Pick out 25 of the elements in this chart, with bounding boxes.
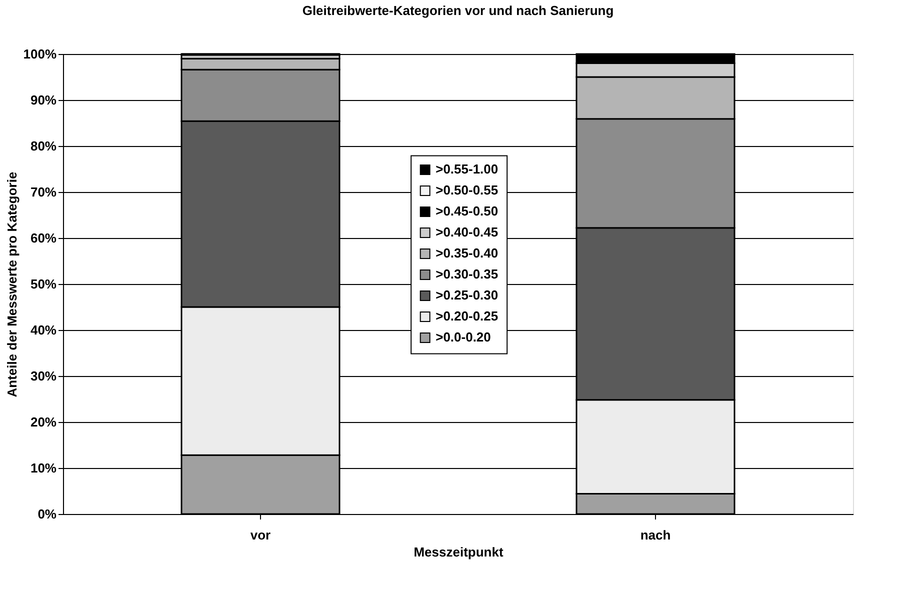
legend-label: >0.30-0.35 xyxy=(436,266,498,282)
legend-label: >0.50-0.55 xyxy=(436,182,498,198)
y-tick-label: 70% xyxy=(30,184,57,200)
y-axis-title: Anteile der Messwerte pro Kategorie xyxy=(4,172,20,398)
y-tick-label: 30% xyxy=(30,368,57,384)
legend-label: >0.55-1.00 xyxy=(436,162,498,177)
legend-label: >0.40-0.45 xyxy=(436,224,498,240)
y-tick-label: 60% xyxy=(30,230,57,246)
y-tick-label: 50% xyxy=(30,276,57,292)
x-tick-label: vor xyxy=(250,528,271,542)
y-tick-label: 0% xyxy=(38,506,57,522)
legend-label: >0.45-0.50 xyxy=(436,204,498,219)
x-tick-label: nach xyxy=(640,528,671,542)
legend-label: >0.25-0.30 xyxy=(436,288,498,303)
legend-label: >0.0-0.20 xyxy=(436,330,491,345)
y-tick-label: 10% xyxy=(30,460,57,476)
chart-title: Gleitreibwerte-Kategorien vor und nach Sanierung xyxy=(302,3,614,18)
x-axis-title: Messzeitpunkt xyxy=(414,544,504,560)
y-tick-label: 90% xyxy=(30,92,57,108)
y-tick-label: 20% xyxy=(30,414,57,430)
legend-label: >0.20-0.25 xyxy=(436,308,498,324)
y-tick-label: 40% xyxy=(30,322,57,338)
y-tick-label: 100% xyxy=(23,46,57,62)
legend-label: >0.35-0.40 xyxy=(436,246,498,261)
y-tick-label: 80% xyxy=(30,138,57,154)
